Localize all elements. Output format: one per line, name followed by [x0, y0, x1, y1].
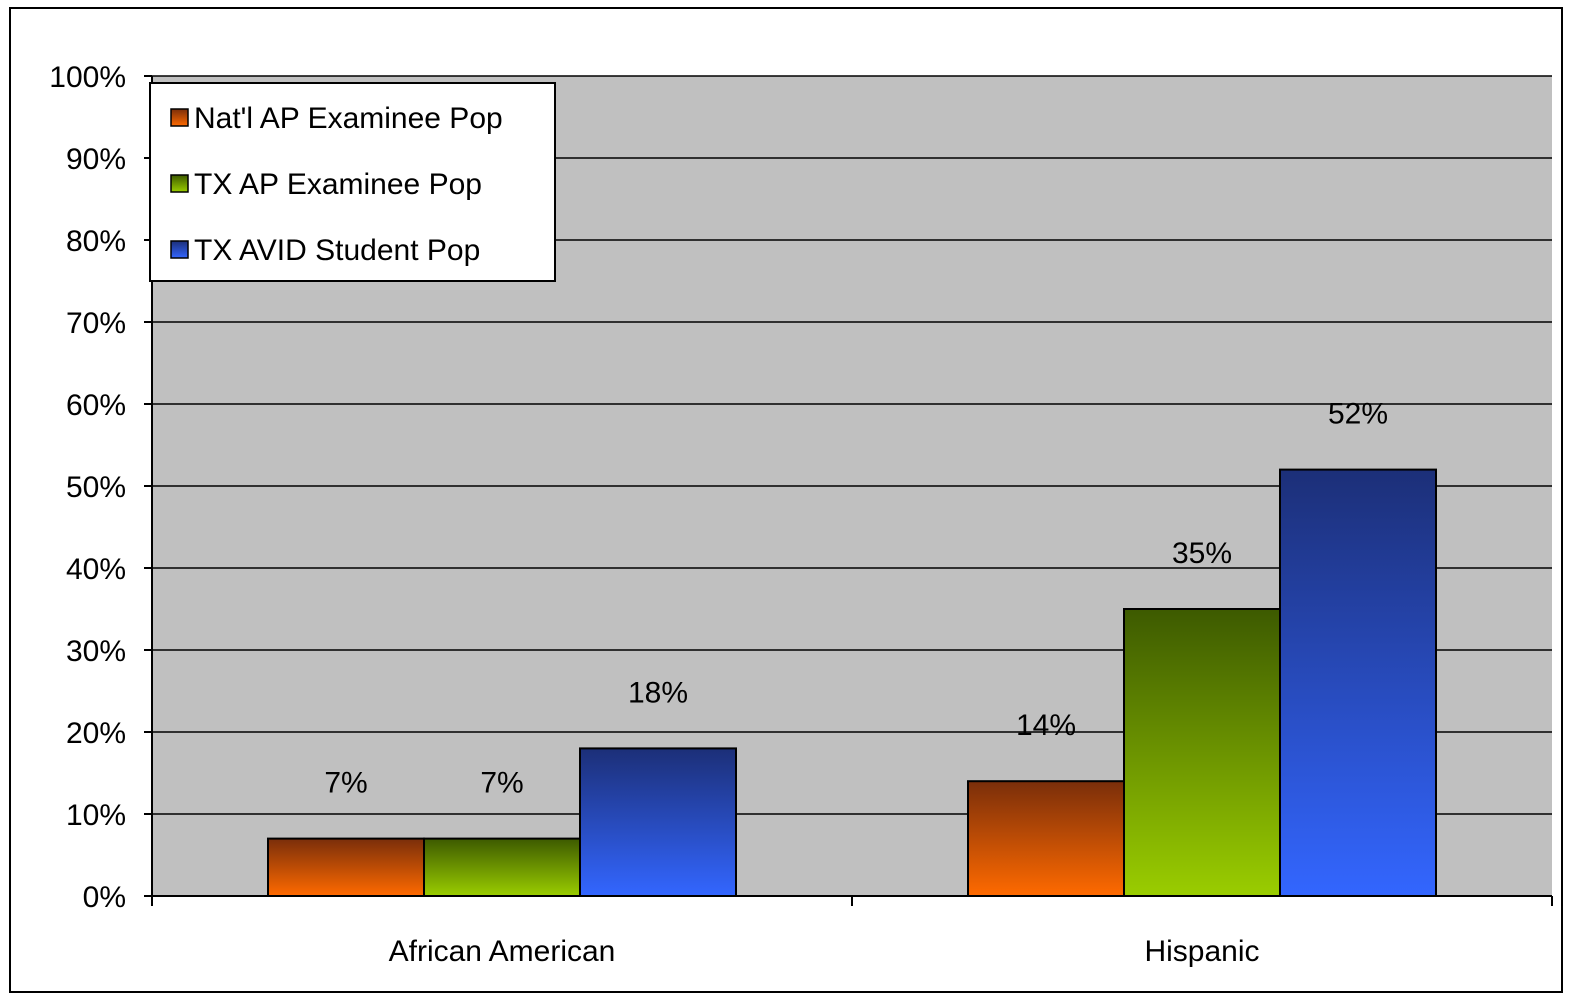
y-tick-label: 20% [66, 717, 126, 750]
y-tick-label: 50% [66, 471, 126, 504]
y-tick-label: 100% [49, 61, 126, 94]
bar-2-3 [1279, 468, 1437, 897]
y-tick-label: 10% [66, 799, 126, 832]
data-label: 7% [480, 767, 523, 800]
y-tick-label: 0% [83, 881, 126, 914]
legend-box [149, 82, 556, 282]
y-tick-label: 90% [66, 143, 126, 176]
bar-1-1 [267, 837, 425, 897]
bar-1-2 [423, 837, 581, 897]
data-labels: 7% 7% 18% 14% 35% 52% [324, 398, 1388, 800]
legend-swatch [170, 240, 189, 259]
x-category-label: Hispanic [1144, 935, 1259, 968]
legend: Nat'l AP Examinee Pop TX AP Examinee Pop T… [149, 82, 556, 282]
x-category-label: African American [389, 935, 616, 968]
data-label: 18% [628, 676, 688, 709]
y-tick-label: 60% [66, 389, 126, 422]
y-tick-label: 80% [66, 225, 126, 258]
legend-swatch [170, 108, 189, 127]
y-tick-label: 30% [66, 635, 126, 668]
bar-1-3 [579, 747, 737, 898]
data-label: 7% [324, 767, 367, 800]
legend-swatch [170, 174, 189, 193]
y-tick-label: 40% [66, 553, 126, 586]
data-label: 52% [1328, 398, 1388, 431]
legend-label: TX AVID Student Pop [194, 234, 480, 267]
bar-2-2 [1123, 608, 1281, 897]
y-tick-label: 70% [66, 307, 126, 340]
legend-label: TX AP Examinee Pop [194, 168, 482, 201]
bar-2-1 [967, 780, 1125, 898]
data-label: 14% [1016, 709, 1076, 742]
bars [267, 468, 1437, 898]
data-label: 35% [1172, 537, 1232, 570]
legend-label: Nat'l AP Examinee Pop [194, 102, 503, 135]
